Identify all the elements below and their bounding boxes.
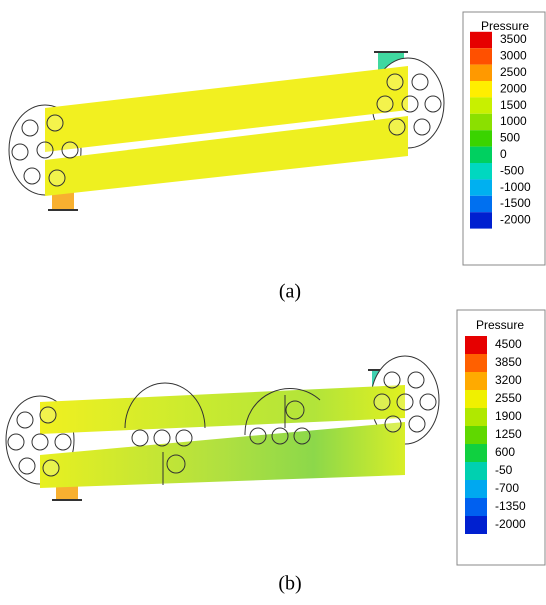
legend-label: 2500: [500, 65, 527, 79]
legend-label: 1250: [495, 427, 522, 441]
legend-label: -1500: [500, 196, 531, 210]
legend-swatch: [470, 81, 492, 97]
caption: (b): [278, 573, 301, 595]
tube-upper: [40, 385, 405, 434]
legend-swatch: [465, 336, 487, 354]
legend-swatch: [470, 163, 492, 179]
exchanger-a: [9, 52, 444, 210]
legend-label: 4500: [495, 337, 522, 351]
legend-label: 0: [500, 147, 507, 161]
legend-label: 500: [500, 131, 520, 145]
legend-label: 1500: [500, 98, 527, 112]
legend-swatch: [470, 130, 492, 146]
legend-label: 1000: [500, 114, 527, 128]
legend-label: -50: [495, 463, 513, 477]
legend-swatch: [465, 426, 487, 444]
legend-swatch: [470, 179, 492, 195]
legend-swatch: [465, 480, 487, 498]
exchanger-b: [6, 356, 439, 500]
legend-label: 1900: [495, 409, 522, 423]
legend-swatch: [465, 372, 487, 390]
legend-swatch: [470, 212, 492, 228]
legend-swatch: [465, 462, 487, 480]
legend-swatch: [470, 32, 492, 48]
legend-label: 600: [495, 445, 515, 459]
legend-label: -1000: [500, 180, 531, 194]
legend-swatch: [470, 147, 492, 163]
legend-label: -1350: [495, 499, 526, 513]
legend-label: -500: [500, 163, 524, 177]
legend-swatch: [465, 498, 487, 516]
legend-label: -2000: [495, 517, 526, 531]
legend-swatch: [465, 354, 487, 372]
legend-swatch: [470, 48, 492, 64]
caption: (a): [279, 281, 301, 303]
legend-title: Pressure: [481, 19, 529, 33]
legend-swatch: [465, 408, 487, 426]
legend-swatch: [470, 97, 492, 113]
legend-label: -2000: [500, 213, 531, 227]
legend-label: 2550: [495, 391, 522, 405]
legend-swatch: [465, 516, 487, 534]
legend-swatch: [470, 114, 492, 130]
legend-label: 3200: [495, 373, 522, 387]
legend-swatch: [465, 444, 487, 462]
legend-swatch: [465, 390, 487, 408]
legend-swatch: [470, 196, 492, 212]
legend-label: -700: [495, 481, 519, 495]
legend-label: 3500: [500, 32, 527, 46]
legend-title: Pressure: [476, 318, 524, 332]
tube-lower: [40, 422, 405, 488]
legend-label: 2000: [500, 81, 527, 95]
legend-swatch: [470, 65, 492, 81]
legend-label: 3850: [495, 355, 522, 369]
legend-label: 3000: [500, 49, 527, 63]
figure: Pressure3500300025002000150010005000-500…: [0, 0, 546, 600]
